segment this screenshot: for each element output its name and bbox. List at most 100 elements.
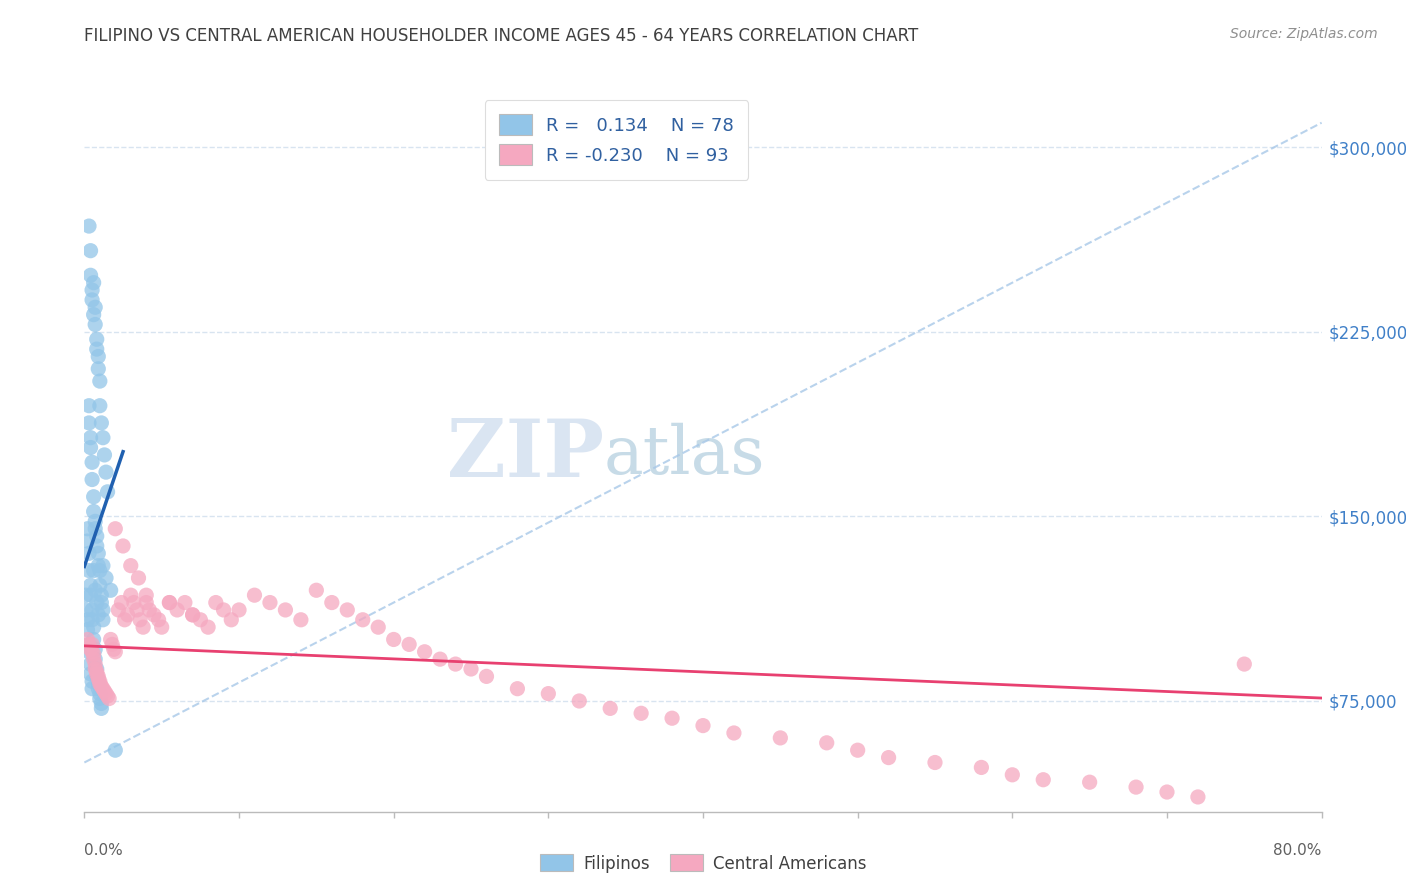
Point bbox=[89, 578, 111, 592]
Point bbox=[367, 620, 389, 634]
Point bbox=[90, 701, 112, 715]
Point bbox=[1233, 657, 1256, 671]
Point bbox=[174, 596, 197, 610]
Point bbox=[104, 743, 127, 757]
Point bbox=[79, 431, 101, 445]
Point bbox=[89, 399, 111, 413]
Point bbox=[91, 613, 114, 627]
Point bbox=[89, 374, 111, 388]
Point bbox=[84, 522, 107, 536]
Point bbox=[93, 448, 115, 462]
Point bbox=[120, 588, 142, 602]
Point bbox=[159, 596, 181, 610]
Point bbox=[89, 674, 111, 689]
Point bbox=[91, 431, 114, 445]
Point bbox=[87, 607, 110, 622]
Point bbox=[77, 645, 100, 659]
Point bbox=[100, 632, 122, 647]
Point bbox=[82, 293, 104, 307]
Point bbox=[79, 244, 101, 258]
Point bbox=[506, 681, 529, 696]
Point bbox=[475, 669, 498, 683]
Point bbox=[181, 607, 204, 622]
Point bbox=[90, 596, 112, 610]
Point bbox=[148, 613, 170, 627]
Point bbox=[661, 711, 683, 725]
Point bbox=[117, 607, 139, 622]
Point bbox=[77, 637, 100, 651]
Point bbox=[1078, 775, 1101, 789]
Point bbox=[87, 669, 110, 683]
Point bbox=[815, 736, 838, 750]
Point bbox=[132, 620, 155, 634]
Point bbox=[103, 642, 125, 657]
Point bbox=[89, 677, 111, 691]
Point bbox=[84, 300, 107, 314]
Point bbox=[89, 564, 111, 578]
Point bbox=[94, 465, 117, 479]
Point bbox=[129, 613, 152, 627]
Point bbox=[104, 522, 127, 536]
Point bbox=[877, 750, 900, 764]
Point bbox=[79, 642, 101, 657]
Point bbox=[1156, 785, 1178, 799]
Legend: R =   0.134    N = 78, R = -0.230    N = 93: R = 0.134 N = 78, R = -0.230 N = 93 bbox=[485, 100, 748, 179]
Point bbox=[398, 637, 420, 651]
Point bbox=[599, 701, 621, 715]
Point bbox=[77, 546, 100, 560]
Point bbox=[100, 583, 122, 598]
Point bbox=[321, 596, 343, 610]
Point bbox=[77, 219, 100, 233]
Point bbox=[568, 694, 591, 708]
Text: FILIPINO VS CENTRAL AMERICAN HOUSEHOLDER INCOME AGES 45 - 64 YEARS CORRELATION C: FILIPINO VS CENTRAL AMERICAN HOUSEHOLDER… bbox=[84, 27, 918, 45]
Point bbox=[79, 578, 101, 592]
Point bbox=[86, 665, 108, 679]
Point bbox=[79, 268, 101, 283]
Point bbox=[970, 760, 993, 774]
Point bbox=[159, 596, 181, 610]
Point bbox=[83, 564, 105, 578]
Point bbox=[110, 596, 132, 610]
Point bbox=[94, 571, 117, 585]
Point bbox=[1187, 789, 1209, 804]
Point bbox=[83, 308, 105, 322]
Text: atlas: atlas bbox=[605, 422, 765, 488]
Point bbox=[205, 596, 228, 610]
Point bbox=[77, 416, 100, 430]
Point bbox=[120, 558, 142, 573]
Point bbox=[86, 667, 108, 681]
Text: Source: ZipAtlas.com: Source: ZipAtlas.com bbox=[1230, 27, 1378, 41]
Point bbox=[76, 613, 98, 627]
Point bbox=[82, 637, 104, 651]
Point bbox=[243, 588, 266, 602]
Point bbox=[84, 652, 107, 666]
Point bbox=[107, 603, 129, 617]
Point bbox=[305, 583, 328, 598]
Point bbox=[86, 539, 108, 553]
Point bbox=[166, 603, 188, 617]
Point bbox=[76, 632, 98, 647]
Point bbox=[77, 637, 100, 651]
Text: 0.0%: 0.0% bbox=[84, 843, 124, 858]
Point bbox=[89, 691, 111, 706]
Point bbox=[75, 588, 97, 602]
Point bbox=[86, 529, 108, 543]
Point bbox=[83, 504, 105, 518]
Point bbox=[692, 718, 714, 732]
Point bbox=[87, 677, 110, 691]
Point bbox=[84, 514, 107, 528]
Point bbox=[87, 546, 110, 560]
Point bbox=[89, 687, 111, 701]
Point bbox=[84, 642, 107, 657]
Point bbox=[86, 342, 108, 356]
Point bbox=[150, 620, 173, 634]
Point bbox=[1125, 780, 1147, 794]
Point bbox=[87, 361, 110, 376]
Point bbox=[221, 613, 243, 627]
Point bbox=[122, 596, 145, 610]
Point bbox=[112, 539, 135, 553]
Point bbox=[82, 603, 104, 617]
Point bbox=[212, 603, 235, 617]
Point bbox=[87, 672, 110, 686]
Point bbox=[94, 687, 117, 701]
